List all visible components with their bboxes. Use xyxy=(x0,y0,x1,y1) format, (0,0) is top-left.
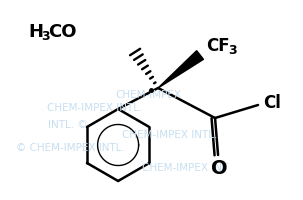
Text: Cl: Cl xyxy=(263,94,281,112)
Text: INTL. ©: INTL. © xyxy=(48,120,88,130)
Text: 3: 3 xyxy=(228,45,237,58)
Text: CHEM-IMPEX: CHEM-IMPEX xyxy=(115,90,181,100)
Text: 3: 3 xyxy=(41,30,50,44)
Text: O: O xyxy=(211,158,227,178)
Text: H: H xyxy=(28,23,43,41)
Text: CO: CO xyxy=(48,23,77,41)
Text: CHEM-IMPEX INT: CHEM-IMPEX INT xyxy=(142,163,228,173)
Polygon shape xyxy=(158,51,203,88)
Text: © CHEM-IMPEX INTL.: © CHEM-IMPEX INTL. xyxy=(16,143,125,153)
Text: CHEM-IMPEX INTL.: CHEM-IMPEX INTL. xyxy=(48,103,143,113)
Text: CF: CF xyxy=(206,37,230,55)
Text: CHEM-IMPEX INTL.: CHEM-IMPEX INTL. xyxy=(122,130,218,140)
